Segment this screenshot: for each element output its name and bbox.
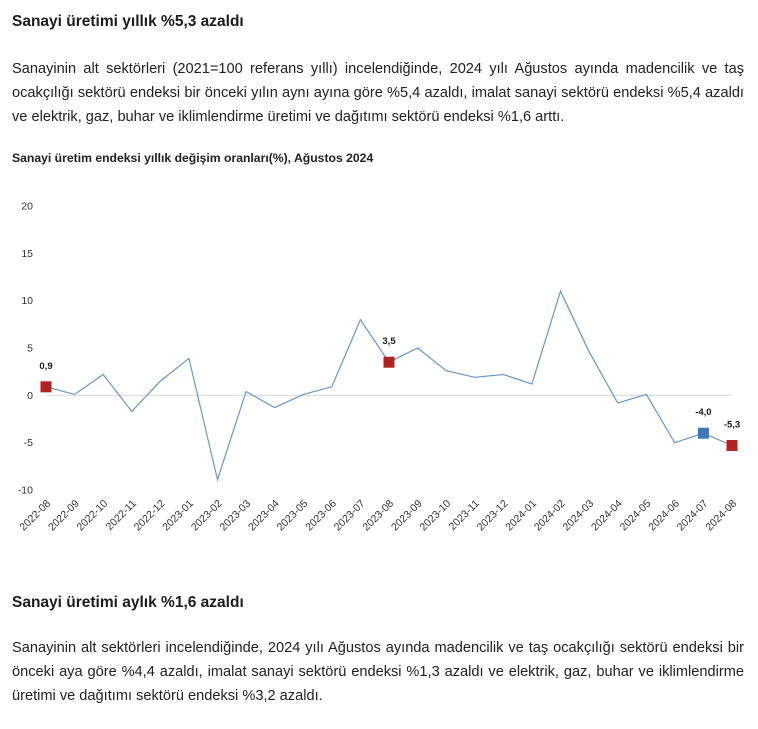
data-label: 3,5 [382,336,396,347]
y-tick-label: 10 [21,295,33,307]
section-title-monthly: Sanayi üretimi aylık %1,6 azaldı [12,594,244,611]
y-tick-label: 5 [27,343,33,355]
y-tick-label: -10 [18,485,33,497]
line-chart: -10 -5 0 5 10 15 20 0,9 3,5 -4,0 -5,3 2022-082022… [17,201,740,534]
x-tick-label: 2024-08 [703,498,739,534]
highlight-markers: 0,9 3,5 -4,0 -5,3 [39,336,740,452]
section-title-yearly: Sanayi üretimi yıllık %5,3 azaldı [12,13,244,30]
x-axis: 2022-082022-092022-102022-112022-122023-… [17,498,739,534]
y-tick-label: 0 [27,390,33,402]
data-point-marker [383,356,395,368]
data-point-marker [697,427,709,439]
data-label: -4,0 [695,407,711,418]
y-tick-label: -5 [24,437,33,449]
x-tick-label: 2022-10 [75,498,111,534]
x-tick-label: 2023-10 [418,498,454,534]
data-point-marker [40,381,52,393]
y-tick-label: 15 [21,248,33,260]
series-line [45,289,733,482]
y-axis: -10 -5 0 5 10 15 20 [18,201,33,497]
data-label: -5,3 [724,420,740,431]
data-point-marker [726,440,738,452]
y-tick-label: 20 [21,201,33,213]
section-body-yearly: Sanayinin alt sektörleri (2021=100 refer… [12,61,744,125]
chart-title: Sanayi üretim endeksi yıllık değişim ora… [12,151,374,165]
section-body-monthly: Sanayinin alt sektörleri incelendiğinde,… [12,640,744,704]
data-label: 0,9 [39,361,52,372]
